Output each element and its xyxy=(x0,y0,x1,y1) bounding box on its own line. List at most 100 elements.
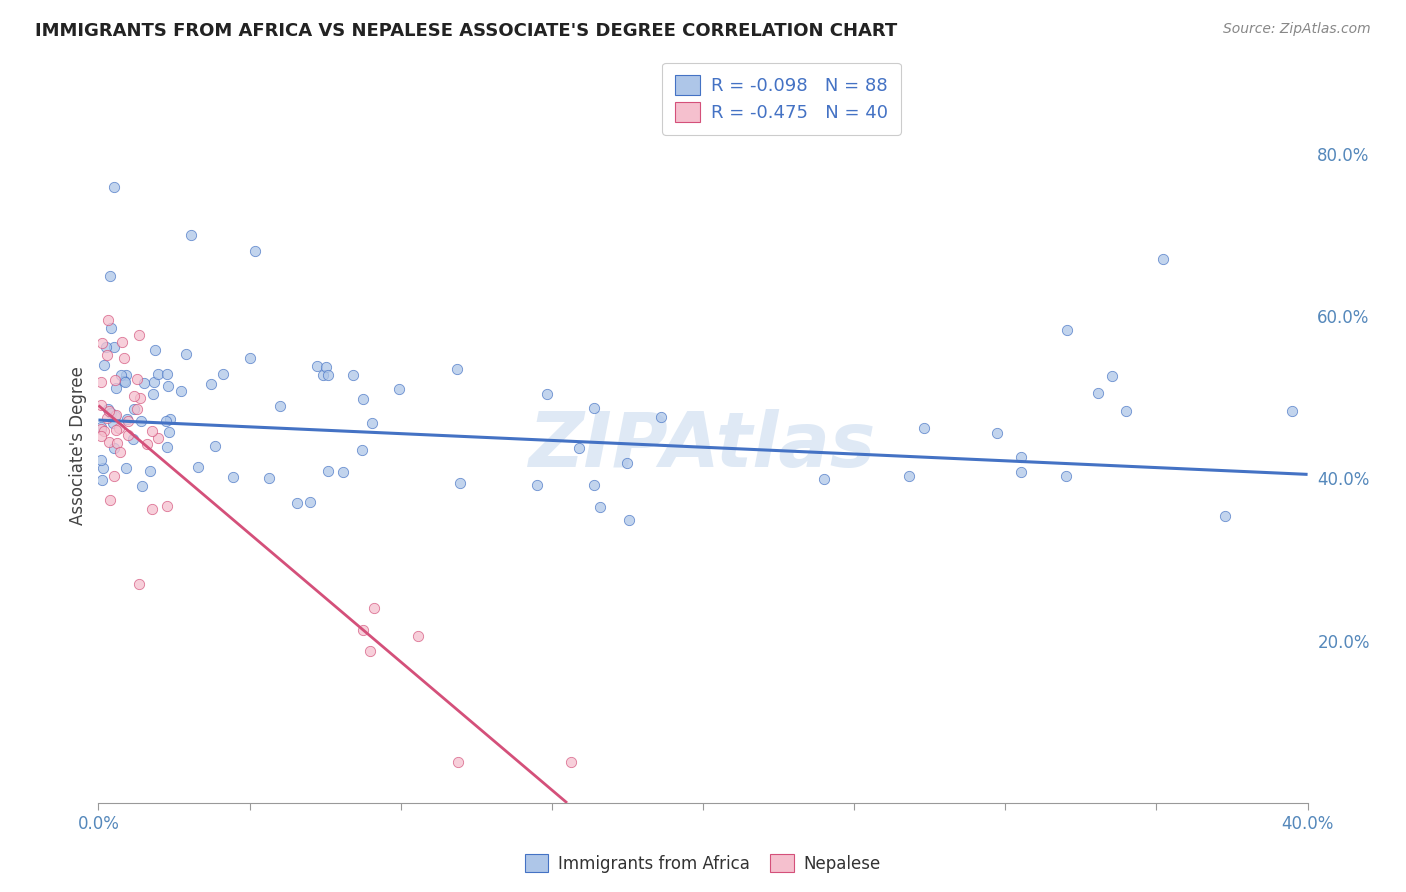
Point xyxy=(105,436,128,450)
Point xyxy=(90,375,112,389)
Point xyxy=(103,441,125,455)
Point xyxy=(98,269,121,284)
Point xyxy=(122,402,145,417)
Point xyxy=(155,414,177,428)
Point xyxy=(536,387,558,401)
Point xyxy=(114,374,136,388)
Point xyxy=(90,429,112,443)
Point xyxy=(114,461,136,475)
Point xyxy=(1281,404,1303,418)
Point xyxy=(134,376,156,391)
Point xyxy=(650,410,672,425)
Legend: R = -0.098   N = 88, R = -0.475   N = 40: R = -0.098 N = 88, R = -0.475 N = 40 xyxy=(662,62,901,135)
Point xyxy=(97,312,120,326)
Point xyxy=(101,416,124,430)
Point xyxy=(110,368,132,382)
Point xyxy=(157,425,180,439)
Point xyxy=(129,415,152,429)
Point xyxy=(90,420,112,434)
Point xyxy=(103,469,125,483)
Point xyxy=(100,406,122,420)
Point xyxy=(90,398,112,412)
Point xyxy=(93,424,115,438)
Legend: Immigrants from Africa, Nepalese: Immigrants from Africa, Nepalese xyxy=(519,847,887,880)
Point xyxy=(616,456,638,470)
Point xyxy=(332,465,354,479)
Point xyxy=(96,411,118,425)
Point xyxy=(1213,509,1236,524)
Point xyxy=(447,756,470,770)
Point xyxy=(318,464,340,478)
Point xyxy=(139,464,162,478)
Point xyxy=(568,441,591,455)
Point xyxy=(352,392,374,407)
Point xyxy=(91,461,114,475)
Point xyxy=(141,501,163,516)
Point xyxy=(131,479,153,493)
Point xyxy=(142,387,165,401)
Text: ZIPAtlas: ZIPAtlas xyxy=(529,409,877,483)
Point xyxy=(299,495,322,509)
Point xyxy=(526,478,548,492)
Point xyxy=(93,358,115,372)
Point xyxy=(180,228,202,243)
Point xyxy=(239,351,262,366)
Point xyxy=(406,629,429,643)
Point xyxy=(98,404,121,418)
Point xyxy=(98,492,121,507)
Point xyxy=(96,348,118,362)
Point xyxy=(105,423,128,437)
Point xyxy=(582,401,605,415)
Point xyxy=(90,452,112,467)
Point xyxy=(352,442,374,457)
Point xyxy=(156,378,179,392)
Point xyxy=(112,351,135,366)
Point xyxy=(108,444,131,458)
Y-axis label: Associate's Degree: Associate's Degree xyxy=(69,367,87,525)
Point xyxy=(1011,466,1033,480)
Point xyxy=(127,372,149,386)
Point xyxy=(115,411,138,425)
Text: Source: ZipAtlas.com: Source: ZipAtlas.com xyxy=(1223,22,1371,37)
Point xyxy=(104,408,127,422)
Point xyxy=(589,500,612,514)
Point xyxy=(1101,368,1123,383)
Point xyxy=(91,473,114,487)
Point xyxy=(98,435,121,450)
Point xyxy=(560,756,582,770)
Point xyxy=(103,340,125,354)
Point xyxy=(148,367,170,381)
Point xyxy=(359,644,381,658)
Point xyxy=(1087,386,1109,401)
Point xyxy=(125,402,148,417)
Point xyxy=(108,421,131,435)
Point xyxy=(287,496,309,510)
Point xyxy=(141,425,163,439)
Point xyxy=(912,421,935,435)
Point xyxy=(898,468,921,483)
Point xyxy=(1115,404,1137,418)
Point xyxy=(103,179,125,194)
Point xyxy=(90,422,112,436)
Point xyxy=(986,425,1008,440)
Point xyxy=(156,440,179,454)
Point xyxy=(122,389,145,403)
Point xyxy=(100,320,122,334)
Point xyxy=(117,414,139,428)
Point xyxy=(128,327,150,342)
Point xyxy=(1010,450,1032,464)
Point xyxy=(114,375,136,389)
Point xyxy=(104,373,127,387)
Point xyxy=(316,368,339,382)
Point xyxy=(269,399,291,413)
Point xyxy=(105,381,128,395)
Point xyxy=(1054,469,1077,483)
Point xyxy=(111,334,134,349)
Point xyxy=(204,439,226,453)
Point xyxy=(159,412,181,426)
Point xyxy=(128,577,150,591)
Point xyxy=(156,367,179,381)
Point xyxy=(174,347,197,361)
Point xyxy=(90,336,112,351)
Point xyxy=(361,416,384,430)
